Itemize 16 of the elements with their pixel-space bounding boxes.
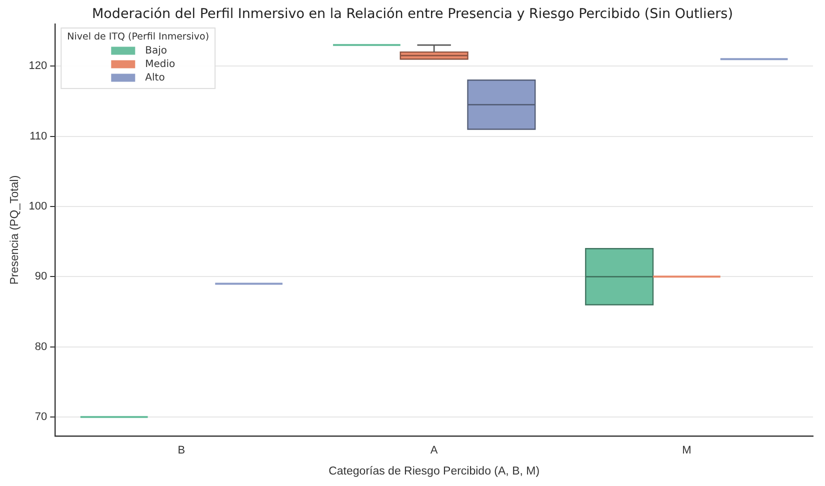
- legend-label: Alto: [145, 72, 165, 84]
- y-tick-label: 110: [30, 130, 48, 142]
- y-tick-label: 70: [34, 411, 48, 424]
- y-axis-title: Presencia (PQ_Total): [9, 175, 22, 285]
- x-axis-title: Categorías de Riesgo Percibido (A, B, M): [328, 465, 540, 478]
- legend-label: Medio: [145, 58, 176, 70]
- legend-title: Nivel de ITQ (Perfil Inmersivo): [67, 31, 210, 42]
- y-tick-label: 80: [34, 340, 48, 353]
- chart-title: Moderación del Perfil Inmersivo en la Relación entre Presencia y Riesgo Percibido (Sin Outliers): [91, 6, 734, 22]
- y-tick-label: 120: [28, 60, 48, 72]
- x-tick-label: A: [430, 444, 438, 457]
- x-tick-label: B: [178, 444, 186, 457]
- x-tick-label: M: [682, 444, 692, 457]
- y-tick-label: 100: [28, 200, 48, 213]
- legend-label: Bajo: [145, 45, 168, 56]
- y-tick-label: 90: [34, 270, 48, 283]
